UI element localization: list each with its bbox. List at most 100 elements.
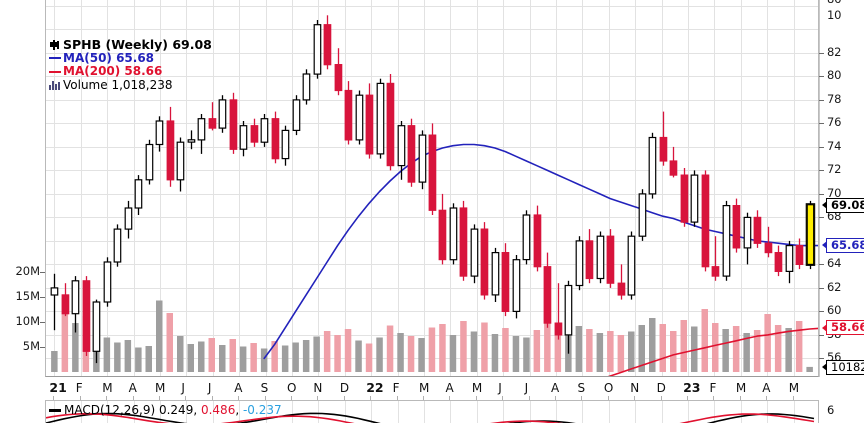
macd-axis-label: 6 [827, 403, 835, 417]
time-axis-tick [344, 396, 345, 400]
price-axis-label: 62 [827, 279, 842, 294]
ma200-line-icon [49, 70, 61, 73]
time-axis-tick [80, 396, 81, 400]
price-axis-label: 76 [827, 115, 842, 130]
time-axis-tick [185, 396, 186, 400]
time-axis-label: M [735, 381, 747, 395]
legend-symbol-text: SPHB (Weekly) 69.08 [63, 37, 212, 52]
time-axis-tick [265, 396, 266, 400]
time-axis-label: A [551, 381, 560, 395]
price-axis-tick [819, 123, 824, 124]
price-axis-tick [819, 170, 824, 171]
price-axis-tick [819, 358, 824, 359]
time-axis-label: J [181, 381, 185, 395]
macd-line-icon [49, 409, 61, 412]
time-axis-tick [423, 396, 424, 400]
macd-title: MACD(12,26,9) [64, 403, 156, 417]
time-axis-tick [793, 396, 794, 400]
macd-plot-svg [46, 401, 815, 423]
candlestick-icon [49, 39, 60, 50]
price-axis-label: 74 [827, 138, 842, 153]
legend-ma50-label: MA(50) 65.68 [63, 50, 155, 65]
macd-signal-value: 0.486 [200, 403, 236, 417]
time-axis-label: N [313, 381, 323, 395]
time-axis-tick [476, 396, 477, 400]
price-chart-panel[interactable] [45, 0, 819, 377]
time-axis-label: 21 [49, 380, 67, 395]
time-axis-label: N [630, 381, 640, 395]
time-axis-label: A [234, 381, 243, 395]
price-axis-label: 64 [827, 256, 842, 271]
volume-bars-icon [49, 80, 60, 90]
time-axis-label: F [75, 381, 83, 395]
volume-value-tag: 10182 [822, 359, 864, 375]
price-axis-tick [819, 335, 824, 336]
price-axis-tick [819, 288, 824, 289]
price-axis-label: 70 [827, 185, 842, 200]
time-axis-label: J [498, 381, 502, 395]
time-axis-tick [449, 396, 450, 400]
time-axis-label: M [788, 381, 800, 395]
legend-row-ma200[interactable]: MA(200) 58.66 [49, 64, 212, 79]
time-axis-label: A [762, 381, 771, 395]
time-axis-tick [529, 396, 530, 400]
price-axis-label-top: 10 [827, 8, 842, 22]
time-axis-tick [502, 396, 503, 400]
macd-legend: MACD(12,26,9) 0.249, 0.486, -0.237 [49, 403, 282, 417]
ma50-line-icon [49, 57, 61, 60]
legend-row-ma50[interactable]: MA(50) 65.68 [49, 50, 212, 66]
macd-hist-value: -0.237 [242, 403, 282, 417]
time-axis-label: M [419, 381, 430, 395]
time-axis-label: J [207, 381, 212, 395]
time-axis-tick [212, 396, 213, 400]
time-axis-label: J [524, 381, 529, 395]
volume-axis-label: 5M [22, 339, 40, 353]
price-axis-tick [819, 100, 824, 101]
time-axis-tick [317, 396, 318, 400]
time-axis-tick [555, 396, 556, 400]
ma50-value-tag: 65.68 [821, 237, 864, 253]
macd-value: 0.249 [158, 403, 194, 417]
price-axis-label: 80 [827, 68, 842, 83]
price-axis-label: 60 [827, 303, 842, 318]
price-axis-tick [819, 311, 824, 312]
time-axis-tick [766, 396, 767, 400]
price-axis-label: 56 [827, 350, 842, 365]
price-axis-tick [819, 194, 824, 195]
chart-legend: SPHB (Weekly) 69.08 MA(50) 65.68 MA(200)… [49, 38, 212, 92]
volume-axis-tick [40, 347, 45, 348]
ma200-value-tag: 58.66 [821, 320, 864, 336]
legend-row-symbol[interactable]: SPHB (Weekly) 69.08 [49, 38, 212, 52]
volume-axis-label: 10M [15, 314, 40, 328]
time-axis-tick [106, 396, 107, 400]
time-axis-label: F [392, 381, 400, 395]
time-axis-tick [581, 396, 582, 400]
legend-row-volume[interactable]: Volume 1,018,238 [49, 78, 212, 93]
price-axis-tick [819, 264, 824, 265]
price-axis-label-clipped: 86 [827, 0, 841, 5]
time-axis-label: D [339, 381, 350, 395]
time-axis-label: D [656, 381, 666, 395]
time-axis-tick [133, 396, 134, 400]
price-axis-rail [819, 0, 820, 377]
time-axis-tick [634, 396, 635, 400]
price-axis-label: 72 [827, 162, 842, 177]
time-axis-tick [661, 396, 662, 400]
price-axis-tick [819, 76, 824, 77]
price-axis-label: 82 [827, 44, 842, 59]
time-axis-label: O [603, 381, 614, 395]
time-axis [45, 377, 819, 400]
price-axis-tick [819, 53, 824, 54]
time-axis-label: F [709, 381, 717, 395]
time-axis-tick [687, 396, 688, 400]
volume-axis-tick [40, 322, 45, 323]
time-axis-label: A [128, 381, 137, 395]
macd-panel[interactable] [45, 400, 819, 423]
time-axis-tick [713, 396, 714, 400]
price-axis-tick [819, 217, 824, 218]
time-axis-tick [370, 396, 371, 400]
time-axis-tick [740, 396, 741, 400]
price-plot-svg [46, 0, 818, 376]
time-axis-tick [238, 396, 239, 400]
